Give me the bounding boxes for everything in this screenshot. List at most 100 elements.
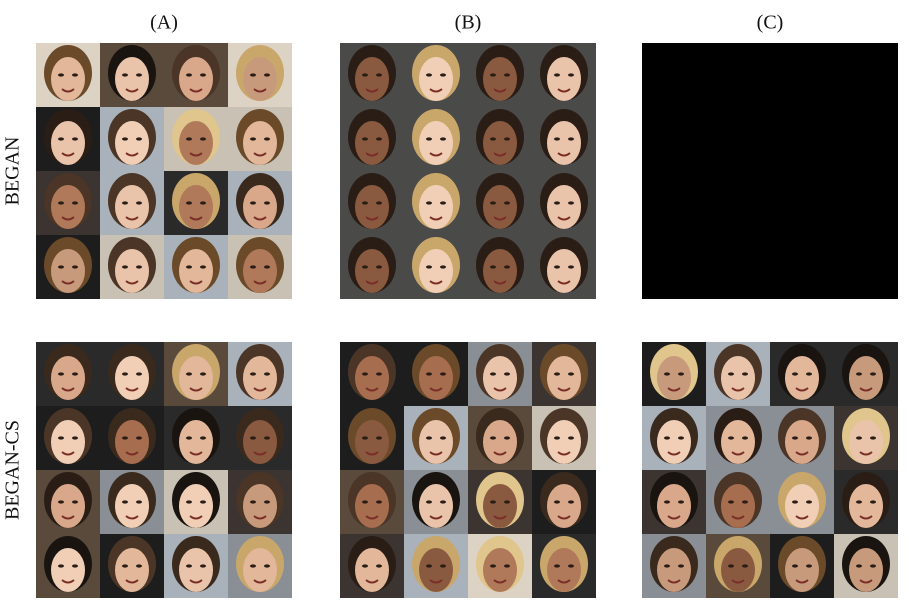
eye bbox=[568, 500, 574, 504]
face-tile bbox=[164, 235, 228, 299]
mouth bbox=[731, 387, 745, 392]
face bbox=[179, 548, 213, 592]
face bbox=[179, 57, 213, 101]
face bbox=[547, 356, 581, 400]
eye bbox=[136, 137, 142, 141]
eye bbox=[856, 500, 862, 504]
eye bbox=[490, 564, 496, 568]
face-tile bbox=[228, 342, 292, 406]
eye bbox=[72, 201, 78, 205]
face bbox=[657, 356, 691, 400]
face-tile bbox=[164, 470, 228, 534]
mouth bbox=[557, 216, 571, 221]
eye bbox=[678, 372, 684, 376]
face bbox=[849, 548, 883, 592]
eye bbox=[122, 265, 128, 269]
eye bbox=[72, 73, 78, 77]
face bbox=[785, 548, 819, 592]
face-tile bbox=[36, 470, 100, 534]
face-tile bbox=[340, 171, 404, 235]
eye bbox=[200, 201, 206, 205]
mouth bbox=[61, 579, 75, 584]
eye bbox=[490, 500, 496, 504]
face bbox=[721, 484, 755, 528]
mouth bbox=[253, 152, 267, 157]
eye bbox=[122, 73, 128, 77]
mouth bbox=[365, 88, 379, 93]
face-tile bbox=[228, 406, 292, 470]
mouth bbox=[189, 216, 203, 221]
mouth bbox=[557, 451, 571, 456]
eye bbox=[870, 436, 876, 440]
eye bbox=[554, 201, 560, 205]
face-tile bbox=[228, 43, 292, 107]
face bbox=[51, 420, 85, 464]
eye bbox=[426, 500, 432, 504]
eye bbox=[264, 73, 270, 77]
eye bbox=[678, 436, 684, 440]
face-tile bbox=[468, 470, 532, 534]
face bbox=[483, 121, 517, 165]
eye bbox=[136, 372, 142, 376]
blank-panel bbox=[642, 43, 898, 299]
eye bbox=[264, 500, 270, 504]
face bbox=[243, 57, 277, 101]
face-tile bbox=[404, 342, 468, 406]
face bbox=[849, 356, 883, 400]
eye bbox=[186, 265, 192, 269]
face-tile bbox=[228, 534, 292, 598]
eye bbox=[264, 265, 270, 269]
face bbox=[785, 420, 819, 464]
eye bbox=[136, 500, 142, 504]
eye bbox=[136, 73, 142, 77]
face-tile bbox=[100, 534, 164, 598]
face-tile bbox=[404, 43, 468, 107]
eye bbox=[426, 201, 432, 205]
face-tile bbox=[340, 406, 404, 470]
face-tile bbox=[340, 342, 404, 406]
face-tile bbox=[532, 406, 596, 470]
eye bbox=[186, 564, 192, 568]
eye bbox=[250, 265, 256, 269]
face bbox=[785, 356, 819, 400]
face bbox=[483, 548, 517, 592]
eye bbox=[728, 372, 734, 376]
face-tile bbox=[228, 107, 292, 171]
eye bbox=[426, 436, 432, 440]
mouth bbox=[557, 515, 571, 520]
eye bbox=[806, 564, 812, 568]
mouth bbox=[429, 387, 443, 392]
face bbox=[547, 57, 581, 101]
mouth bbox=[429, 515, 443, 520]
eye bbox=[742, 500, 748, 504]
eye bbox=[678, 564, 684, 568]
eye bbox=[504, 564, 510, 568]
face-tile bbox=[100, 171, 164, 235]
mouth bbox=[365, 515, 379, 520]
mouth bbox=[365, 152, 379, 157]
eye bbox=[490, 73, 496, 77]
eye bbox=[376, 265, 382, 269]
face bbox=[657, 484, 691, 528]
eye bbox=[264, 564, 270, 568]
face-tile bbox=[834, 342, 898, 406]
eye bbox=[664, 500, 670, 504]
eye bbox=[870, 500, 876, 504]
mouth bbox=[253, 88, 267, 93]
eye bbox=[440, 265, 446, 269]
face bbox=[547, 548, 581, 592]
eye bbox=[568, 73, 574, 77]
eye bbox=[440, 500, 446, 504]
eye bbox=[58, 500, 64, 504]
mouth bbox=[795, 579, 809, 584]
face-tile bbox=[532, 235, 596, 299]
eye bbox=[362, 436, 368, 440]
eye bbox=[186, 201, 192, 205]
eye bbox=[362, 500, 368, 504]
face bbox=[115, 356, 149, 400]
mouth bbox=[253, 280, 267, 285]
face-tile bbox=[468, 534, 532, 598]
face-tile bbox=[340, 470, 404, 534]
eye bbox=[186, 137, 192, 141]
face-tile bbox=[706, 534, 770, 598]
